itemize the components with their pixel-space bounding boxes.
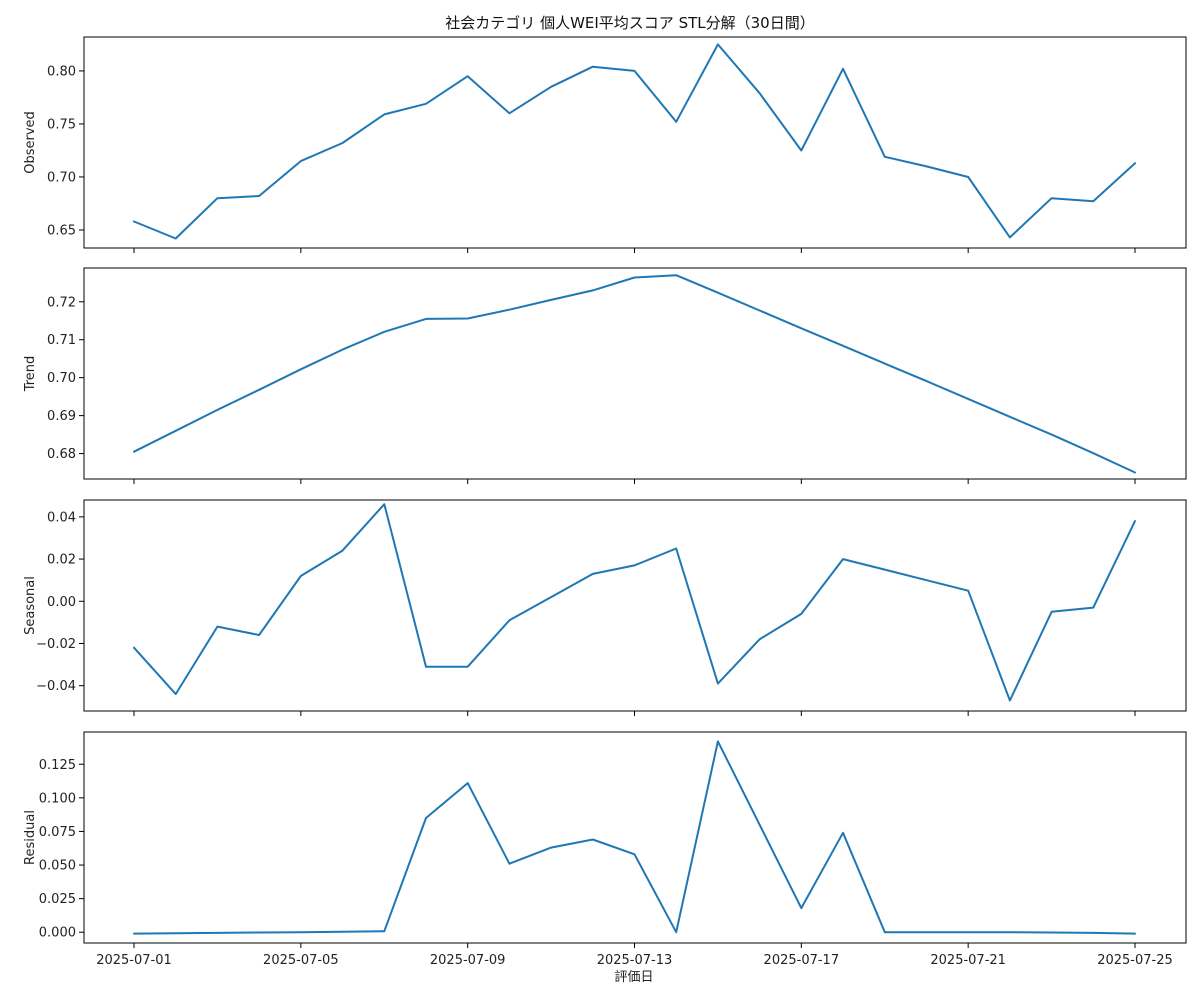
residual-y-tick-label: 0.000 (39, 926, 76, 941)
residual-plot-frame (83, 731, 1187, 944)
residual-y-tick-label: 0.025 (39, 892, 76, 907)
panel-trend: 0.68 0.69 0.70 0.71 0.72 Trend (23, 267, 1187, 484)
x-tick-label: 2025-07-17 (764, 953, 840, 968)
x-tick-label: 2025-07-09 (430, 953, 506, 968)
trend-y-tick-label: 0.72 (47, 295, 76, 310)
observed-y-axis-label: Observed (23, 111, 38, 174)
trend-y-tick-label: 0.68 (47, 447, 76, 462)
observed-y-tick-label: 0.65 (47, 223, 76, 238)
observed-y-tick-label: 0.75 (47, 117, 76, 132)
trend-y-tick-label: 0.71 (47, 333, 76, 348)
residual-y-tick-label: 0.075 (39, 825, 76, 840)
x-tick-label: 2025-07-13 (597, 953, 673, 968)
chart-panels: 0.65 0.70 0.75 0.80 Observed 0.68 0.69 0.70 0.71… (23, 36, 1187, 968)
panel-seasonal: −0.04 −0.02 0.00 0.02 0.04 Seasonal (23, 499, 1187, 716)
x-axis-label: 評価日 (614, 970, 653, 985)
panel-observed: 0.65 0.70 0.75 0.80 Observed (23, 36, 1187, 253)
residual-y-tick-label: 0.100 (39, 791, 76, 806)
seasonal-y-tick-label: 0.04 (47, 510, 76, 525)
seasonal-y-tick-label: 0.02 (47, 553, 76, 568)
x-tick-label: 2025-07-21 (930, 953, 1006, 968)
x-tick-label: 2025-07-01 (96, 953, 172, 968)
residual-y-tick-label: 0.125 (39, 758, 76, 773)
residual-series-line (133, 740, 1136, 935)
panel-residual: 0.000 0.025 0.050 0.075 0.100 0.125 2025-07-01… (23, 731, 1187, 968)
trend-series-line (133, 274, 1136, 474)
x-tick-label: 2025-07-05 (263, 953, 339, 968)
x-tick-label: 2025-07-25 (1097, 953, 1173, 968)
trend-y-tick-label: 0.70 (47, 371, 76, 386)
residual-y-tick-label: 0.050 (39, 859, 76, 874)
chart-title: 社会カテゴリ 個人WEI平均スコア STL分解（30日間） (445, 14, 814, 32)
observed-y-tick-label: 0.80 (47, 64, 76, 79)
trend-y-axis-label: Trend (23, 356, 38, 393)
trend-plot-frame (83, 267, 1187, 480)
seasonal-y-tick-label: −0.04 (36, 679, 76, 694)
seasonal-y-tick-label: 0.00 (47, 595, 76, 610)
seasonal-series-line (133, 503, 1136, 702)
seasonal-y-tick-label: −0.02 (36, 637, 76, 652)
trend-y-tick-label: 0.69 (47, 409, 76, 424)
observed-series-line (133, 43, 1136, 240)
residual-y-axis-label: Residual (23, 810, 38, 865)
observed-plot-frame (83, 36, 1187, 249)
observed-y-tick-label: 0.70 (47, 170, 76, 185)
seasonal-plot-frame (83, 499, 1187, 712)
seasonal-y-axis-label: Seasonal (23, 576, 38, 635)
